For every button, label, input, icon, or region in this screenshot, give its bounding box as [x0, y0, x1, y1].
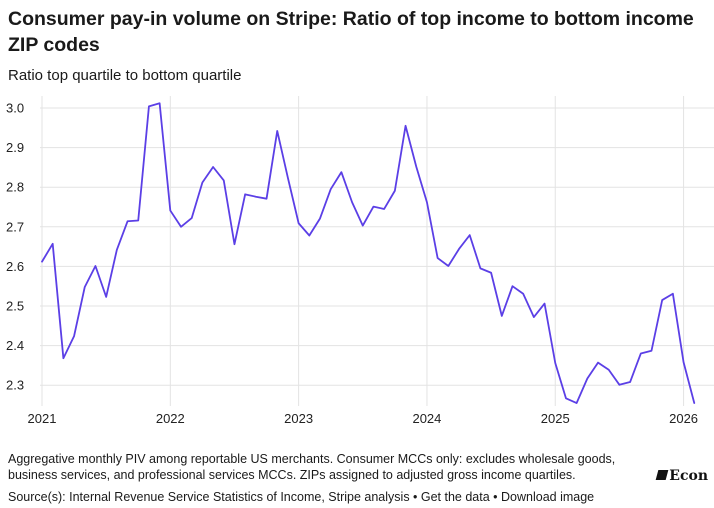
x-tick-label: 2022 [156, 411, 185, 426]
series-layer [41, 102, 696, 404]
x-tick-label: 2025 [541, 411, 570, 426]
x-tick-label: 2026 [669, 411, 698, 426]
y-tick-label: 3.0 [6, 101, 24, 116]
y-tick-label: 2.7 [6, 219, 24, 234]
econ-logo: Econ [655, 468, 708, 484]
y-tick-label: 2.9 [6, 140, 24, 155]
series-line [41, 102, 696, 404]
x-gridlines [41, 96, 685, 406]
logo-mark-icon [655, 470, 669, 480]
chart-plot: 3.02.92.82.72.62.52.42.3 2021 2022 2023 202… [6, 96, 714, 426]
chart-source: Source(s): Internal Revenue Service Stat… [8, 490, 595, 504]
y-tick-label: 2.5 [6, 299, 24, 314]
x-tick-label: 2024 [412, 411, 441, 426]
chart-subtitle: Ratio top quartile to bottom quartile [8, 67, 242, 84]
chart-notes: Aggregative monthly PIV among reportable… [8, 452, 616, 482]
y-tick-label: 2.6 [6, 259, 24, 274]
y-tick-label: 2.3 [6, 378, 24, 393]
y-gridlines [40, 107, 714, 386]
chart-title: Consumer pay-in volume on Stripe: Ratio … [8, 8, 694, 56]
y-tick-label: 2.4 [6, 338, 24, 353]
y-tick-label: 2.8 [6, 180, 24, 195]
logo-text: Econ [669, 468, 708, 484]
x-tick-label: 2021 [28, 411, 57, 426]
x-axis-labels: 2021 2022 2023 2024 2025 2026 [28, 411, 698, 426]
y-axis-labels: 3.0 2.9 2.8 2.7 2.6 2.5 2.4 2.3 [6, 101, 24, 393]
x-tick-label: 2023 [284, 411, 313, 426]
